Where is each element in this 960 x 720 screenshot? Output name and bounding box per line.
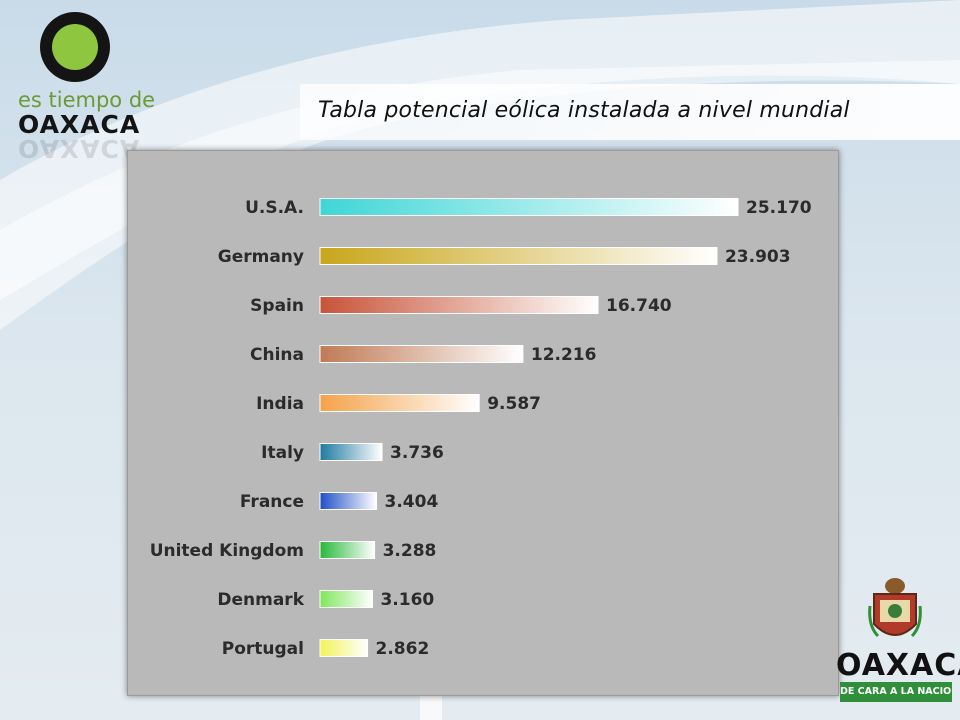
- bar: [319, 492, 378, 510]
- bar: [319, 198, 739, 216]
- logo-wordmark-reflection: OAXACA: [18, 134, 141, 163]
- value-label: 3.288: [383, 541, 437, 561]
- value-label: 12.216: [531, 345, 597, 365]
- value-label: 25.170: [746, 198, 812, 218]
- bar: [319, 296, 599, 314]
- oaxaca-emblem-logo: OAXACA DE CARA A LA NACION: [834, 572, 960, 720]
- value-label: 16.740: [606, 296, 672, 316]
- logo-ring-icon: [40, 12, 110, 82]
- emblem-tagline: DE CARA A LA NACION: [840, 682, 952, 702]
- emblem-wordmark: OAXACA: [836, 648, 960, 683]
- bar: [319, 639, 369, 657]
- title-band: [300, 84, 960, 140]
- category-label: France: [240, 492, 304, 512]
- bar: [319, 443, 383, 461]
- logo-green-dot: [52, 24, 98, 70]
- chart-panel: U.S.A. 25.170 Germany 23.903 Spain 16.740 Chin…: [127, 150, 839, 696]
- bar-chart: U.S.A. 25.170 Germany 23.903 Spain 16.740 Chin…: [150, 198, 812, 659]
- value-label: 9.587: [487, 394, 541, 414]
- category-label: Germany: [218, 247, 304, 267]
- value-label: 3.736: [390, 443, 444, 463]
- bar: [319, 394, 480, 412]
- category-label: Portugal: [222, 639, 304, 659]
- category-label: Italy: [261, 443, 304, 463]
- bar: [319, 590, 373, 608]
- value-label: 2.862: [376, 639, 430, 659]
- es-tiempo-de-oaxaca-logo: es tiempo de OAXACA OAXACA: [16, 10, 155, 170]
- category-label: Denmark: [217, 590, 304, 610]
- category-label: U.S.A.: [245, 198, 304, 218]
- bar: [319, 247, 718, 265]
- value-label: 3.160: [380, 590, 434, 610]
- bar: [319, 541, 376, 559]
- logo-tagline: es tiempo de: [18, 88, 156, 112]
- category-label: India: [256, 394, 304, 414]
- slide-title: Tabla potencial eólica instalada a nivel…: [318, 98, 850, 123]
- value-label: 3.404: [385, 492, 439, 512]
- logo-wordmark: OAXACA: [18, 110, 141, 139]
- category-label: United Kingdom: [150, 541, 304, 561]
- coat-of-arms-icon: [868, 578, 922, 638]
- value-label: 23.903: [725, 247, 791, 267]
- category-label: China: [250, 345, 304, 365]
- category-label: Spain: [250, 296, 304, 316]
- bar: [319, 345, 524, 363]
